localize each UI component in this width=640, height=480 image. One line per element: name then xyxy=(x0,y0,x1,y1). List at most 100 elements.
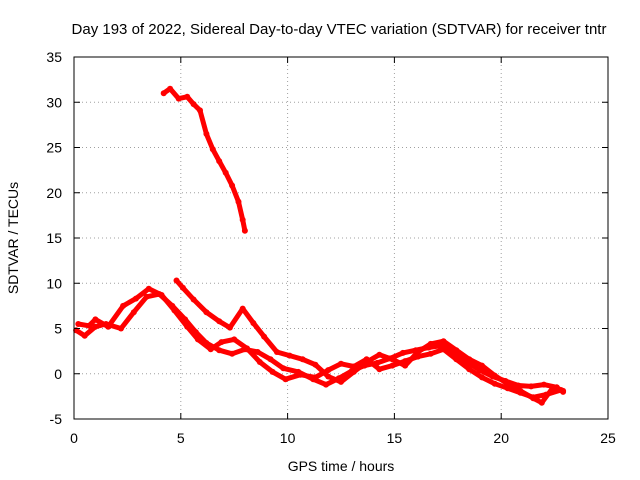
y-tick-label: 30 xyxy=(46,94,62,110)
data-point xyxy=(218,339,225,346)
data-point xyxy=(325,373,332,380)
y-tick-label: -5 xyxy=(50,411,63,427)
data-point xyxy=(479,374,485,381)
data-point xyxy=(466,366,473,373)
data-point xyxy=(86,322,92,329)
data-point xyxy=(203,309,210,316)
x-tick-label: 10 xyxy=(280,430,296,446)
data-point xyxy=(280,365,287,372)
data-point xyxy=(216,347,223,354)
data-point xyxy=(241,227,248,234)
data-point xyxy=(530,395,537,402)
data-point xyxy=(132,295,139,302)
data-point xyxy=(92,323,99,330)
data-point xyxy=(216,158,223,165)
data-point xyxy=(338,360,344,367)
x-tick-label: 25 xyxy=(600,430,616,446)
data-point xyxy=(216,318,223,325)
data-point xyxy=(414,349,421,355)
y-tick-label: 5 xyxy=(54,321,62,337)
data-point xyxy=(231,336,238,343)
data-point xyxy=(143,293,150,300)
data-point xyxy=(466,356,473,363)
data-point xyxy=(173,277,180,284)
y-tick-label: 10 xyxy=(46,275,62,291)
data-point xyxy=(254,349,261,355)
data-point xyxy=(363,359,370,365)
data-point xyxy=(190,101,197,108)
y-tick-label: 35 xyxy=(46,49,62,65)
data-point xyxy=(389,362,396,369)
data-point xyxy=(239,216,246,223)
data-point xyxy=(491,380,498,387)
data-point xyxy=(229,182,236,189)
data-point xyxy=(389,356,396,363)
data-point xyxy=(517,387,524,394)
data-point xyxy=(130,309,137,316)
data-point xyxy=(179,284,186,291)
data-point xyxy=(267,356,274,363)
data-point xyxy=(504,380,511,387)
data-point xyxy=(92,316,99,323)
data-point xyxy=(207,346,214,353)
data-point xyxy=(282,376,289,383)
data-point xyxy=(350,368,357,375)
data-point xyxy=(325,367,332,374)
data-point xyxy=(376,366,383,373)
data-point xyxy=(453,347,460,354)
data-point xyxy=(158,292,165,298)
grid-lines xyxy=(74,57,608,419)
data-point xyxy=(256,359,263,365)
chart-title: Day 193 of 2022, Sidereal Day-to-day VTE… xyxy=(72,21,607,38)
data-point xyxy=(120,302,127,309)
data-point xyxy=(338,378,344,385)
x-tick-label: 5 xyxy=(177,430,185,446)
data-point xyxy=(453,356,460,363)
data-point xyxy=(273,349,280,355)
data-point xyxy=(312,374,319,381)
data-point xyxy=(75,321,82,327)
y-tick-label: 20 xyxy=(46,185,62,201)
data-point xyxy=(297,371,304,378)
data-point xyxy=(171,307,178,314)
data-point xyxy=(250,320,257,327)
data-point xyxy=(402,362,409,369)
plot-frame xyxy=(73,56,609,420)
data-point xyxy=(261,333,268,340)
y-tick-label: 0 xyxy=(54,366,62,382)
series-track-1 xyxy=(73,291,566,395)
data-point xyxy=(145,285,152,292)
data-point xyxy=(222,169,229,176)
x-tick-label: 15 xyxy=(387,430,403,446)
series-track-4 xyxy=(161,86,248,234)
data-point xyxy=(226,324,233,331)
data-point xyxy=(197,107,203,114)
data-point xyxy=(118,325,124,332)
data-point xyxy=(244,345,250,352)
data-point xyxy=(540,381,547,388)
y-tick-label: 15 xyxy=(46,230,62,246)
y-tick-label: 25 xyxy=(46,140,62,156)
y-axis-label: SDTVAR / TECUs xyxy=(5,182,21,294)
data-point xyxy=(476,367,483,374)
data-point xyxy=(427,350,434,357)
data-point xyxy=(209,146,216,153)
data-point xyxy=(399,349,406,356)
data-point xyxy=(160,90,167,97)
data-point xyxy=(167,85,174,92)
data-point xyxy=(560,387,567,394)
data-series xyxy=(73,85,567,406)
x-tick-label: 0 xyxy=(70,430,78,446)
data-point xyxy=(184,323,191,330)
data-point xyxy=(312,361,319,368)
data-point xyxy=(235,198,242,205)
data-point xyxy=(286,352,293,359)
data-point xyxy=(427,340,434,347)
data-point xyxy=(203,130,210,137)
data-point xyxy=(175,95,182,102)
data-point xyxy=(269,368,276,375)
data-point xyxy=(479,362,485,369)
data-point xyxy=(190,296,197,303)
x-tick-label: 20 xyxy=(493,430,509,446)
